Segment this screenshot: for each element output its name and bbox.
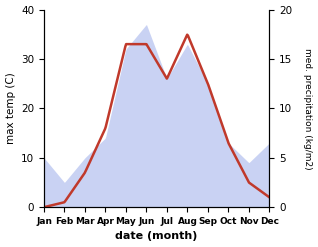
Y-axis label: med. precipitation (kg/m2): med. precipitation (kg/m2)	[303, 48, 313, 169]
Y-axis label: max temp (C): max temp (C)	[5, 72, 16, 144]
X-axis label: date (month): date (month)	[115, 231, 198, 242]
